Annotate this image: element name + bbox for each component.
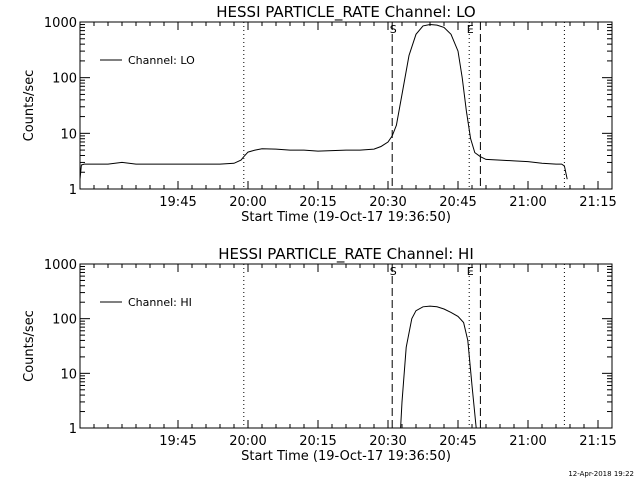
y-tick-label: 1000 bbox=[44, 16, 77, 31]
marker-label: E bbox=[467, 265, 474, 278]
y-axis-label: Counts/sec bbox=[22, 70, 37, 142]
plot-frame bbox=[79, 263, 613, 429]
chart-hi-channel: HESSI PARTICLE_RATE Channel: HI 19:45 20:0… bbox=[22, 245, 617, 464]
x-tick-label: 21:15 bbox=[579, 195, 616, 210]
series-line bbox=[400, 305, 477, 429]
y-axis-label: Counts/sec bbox=[22, 310, 37, 382]
chart-title: HESSI PARTICLE_RATE Channel: HI bbox=[218, 245, 474, 264]
x-tick-label: 21:00 bbox=[509, 195, 546, 210]
legend-label: Channel: LO bbox=[128, 54, 195, 67]
x-axis-label: Start Time (19-Oct-17 19:36:50) bbox=[241, 210, 451, 225]
y-tick-label: 1 bbox=[69, 183, 77, 198]
x-tick-label: 20:30 bbox=[369, 434, 406, 449]
x-tick-label: 20:00 bbox=[229, 195, 266, 210]
x-tick-label: 21:00 bbox=[509, 434, 546, 449]
legend-label: Channel: HI bbox=[128, 296, 192, 309]
series-line bbox=[79, 23, 568, 180]
x-tick-label: 19:45 bbox=[159, 434, 196, 449]
y-tick-label: 100 bbox=[52, 72, 77, 87]
x-tick-label: 19:45 bbox=[159, 195, 196, 210]
marker-label: S bbox=[390, 23, 397, 36]
x-tick-label: 20:45 bbox=[439, 195, 476, 210]
x-axis-label: Start Time (19-Oct-17 19:36:50) bbox=[241, 449, 451, 464]
chart-title: HESSI PARTICLE_RATE Channel: LO bbox=[216, 3, 475, 22]
x-tick-label: 20:15 bbox=[299, 195, 336, 210]
y-tick-label: 10 bbox=[60, 127, 77, 142]
marker-label: S bbox=[390, 265, 397, 278]
x-tick-label: 20:30 bbox=[369, 195, 406, 210]
chart-lo-channel: HESSI PARTICLE_RATE Channel: LO 19:45 20:0… bbox=[22, 3, 617, 225]
y-tick-label: 10 bbox=[60, 367, 77, 382]
x-tick-label: 20:00 bbox=[229, 434, 266, 449]
plot-timestamp: 12-Apr-2018 19:22 bbox=[568, 470, 634, 478]
marker-label: E bbox=[467, 23, 474, 36]
x-tick-label: 20:45 bbox=[439, 434, 476, 449]
y-tick-label: 1000 bbox=[44, 258, 77, 273]
y-tick-label: 1 bbox=[69, 422, 77, 437]
y-tick-label: 100 bbox=[52, 313, 77, 328]
x-tick-label: 20:15 bbox=[299, 434, 336, 449]
x-tick-label: 21:15 bbox=[579, 434, 616, 449]
